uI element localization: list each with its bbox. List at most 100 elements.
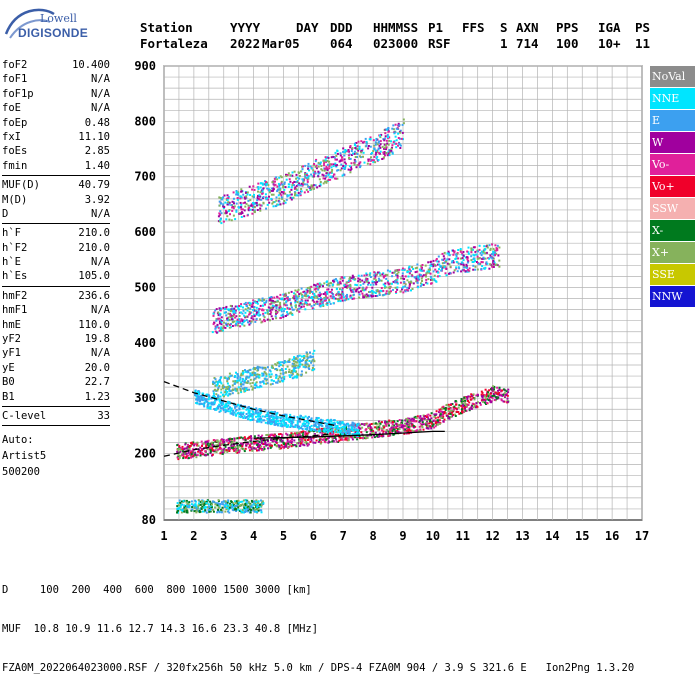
echo-point xyxy=(237,194,239,196)
echo-point xyxy=(235,414,237,416)
echo-point xyxy=(383,139,385,141)
echo-point xyxy=(268,202,270,204)
echo-point xyxy=(310,186,312,188)
echo-point xyxy=(325,175,327,177)
echo-point xyxy=(218,215,220,217)
echo-point xyxy=(295,445,297,447)
echo-point xyxy=(262,191,264,193)
echo-point xyxy=(225,409,227,411)
echo-point xyxy=(208,398,210,400)
echo-point xyxy=(403,119,405,121)
echo-point xyxy=(241,216,243,218)
echo-point xyxy=(224,202,226,204)
echo-point xyxy=(279,203,281,205)
echo-point xyxy=(263,446,265,448)
echo-point xyxy=(188,501,190,503)
echo-point xyxy=(240,501,242,503)
echo-point xyxy=(399,132,401,134)
echo-point xyxy=(339,430,341,432)
echo-point xyxy=(281,446,283,448)
echo-point xyxy=(455,400,457,402)
echo-point xyxy=(359,148,361,150)
echo-point xyxy=(228,512,230,514)
echo-point xyxy=(244,202,246,204)
echo-point xyxy=(326,167,328,169)
echo-point xyxy=(352,276,354,278)
echo-point xyxy=(397,420,399,422)
echo-point xyxy=(308,296,310,298)
echo-point xyxy=(254,211,256,213)
echo-point xyxy=(359,166,361,168)
echo-point xyxy=(220,408,222,410)
echo-point xyxy=(393,141,395,143)
echo-point xyxy=(331,171,333,173)
echo-point xyxy=(184,448,186,450)
echo-point xyxy=(194,504,196,506)
echo-point xyxy=(285,175,287,177)
echo-point xyxy=(229,373,231,375)
echo-point xyxy=(484,402,486,404)
echo-point xyxy=(306,183,308,185)
echo-point xyxy=(248,418,250,420)
echo-point xyxy=(395,287,397,289)
echo-point xyxy=(327,304,329,306)
echo-point xyxy=(189,446,191,448)
echo-point xyxy=(228,508,230,510)
echo-point xyxy=(381,273,383,275)
echo-point xyxy=(481,265,483,267)
echo-point xyxy=(208,503,210,505)
echo-point xyxy=(219,330,221,332)
echo-point xyxy=(430,261,432,263)
echo-point xyxy=(226,380,228,382)
echo-point xyxy=(383,426,385,428)
echo-point xyxy=(207,403,209,405)
echo-point xyxy=(319,430,321,432)
echo-point xyxy=(448,258,450,260)
echo-point xyxy=(406,271,408,273)
echo-point xyxy=(455,403,457,405)
echo-point xyxy=(396,273,398,275)
echo-point xyxy=(388,152,390,154)
echo-point xyxy=(339,428,341,430)
echo-point xyxy=(303,355,305,357)
echo-point xyxy=(434,416,436,418)
echo-point xyxy=(243,500,245,502)
echo-point xyxy=(353,291,355,293)
echo-point xyxy=(235,449,237,451)
echo-point xyxy=(269,300,271,302)
echo-point xyxy=(228,440,230,442)
echo-point xyxy=(326,180,328,182)
echo-point xyxy=(476,254,478,256)
echo-point xyxy=(227,199,229,201)
echo-point xyxy=(363,141,365,143)
echo-point xyxy=(368,282,370,284)
echo-point xyxy=(284,295,286,297)
echo-point xyxy=(487,395,489,397)
echo-point xyxy=(264,441,266,443)
echo-point xyxy=(279,445,281,447)
echo-point xyxy=(337,150,339,152)
echo-point xyxy=(328,283,330,285)
echo-point xyxy=(297,295,299,297)
echo-point xyxy=(464,406,466,408)
echo-point xyxy=(294,186,296,188)
echo-point xyxy=(328,299,330,301)
echo-point xyxy=(224,327,226,329)
echo-point xyxy=(216,332,218,334)
echo-point xyxy=(259,308,261,310)
echo-point xyxy=(492,260,494,262)
echo-point xyxy=(358,423,360,425)
echo-point xyxy=(208,509,210,511)
echo-point xyxy=(353,288,355,290)
echo-point xyxy=(280,425,282,427)
echo-point xyxy=(276,418,278,420)
echo-point xyxy=(279,302,281,304)
echo-point xyxy=(440,413,442,415)
echo-point xyxy=(205,445,207,447)
echo-point xyxy=(384,285,386,287)
echo-point xyxy=(480,404,482,406)
echo-point xyxy=(287,313,289,315)
echo-point xyxy=(400,145,402,147)
echo-point xyxy=(335,425,337,427)
echo-point xyxy=(406,287,408,289)
